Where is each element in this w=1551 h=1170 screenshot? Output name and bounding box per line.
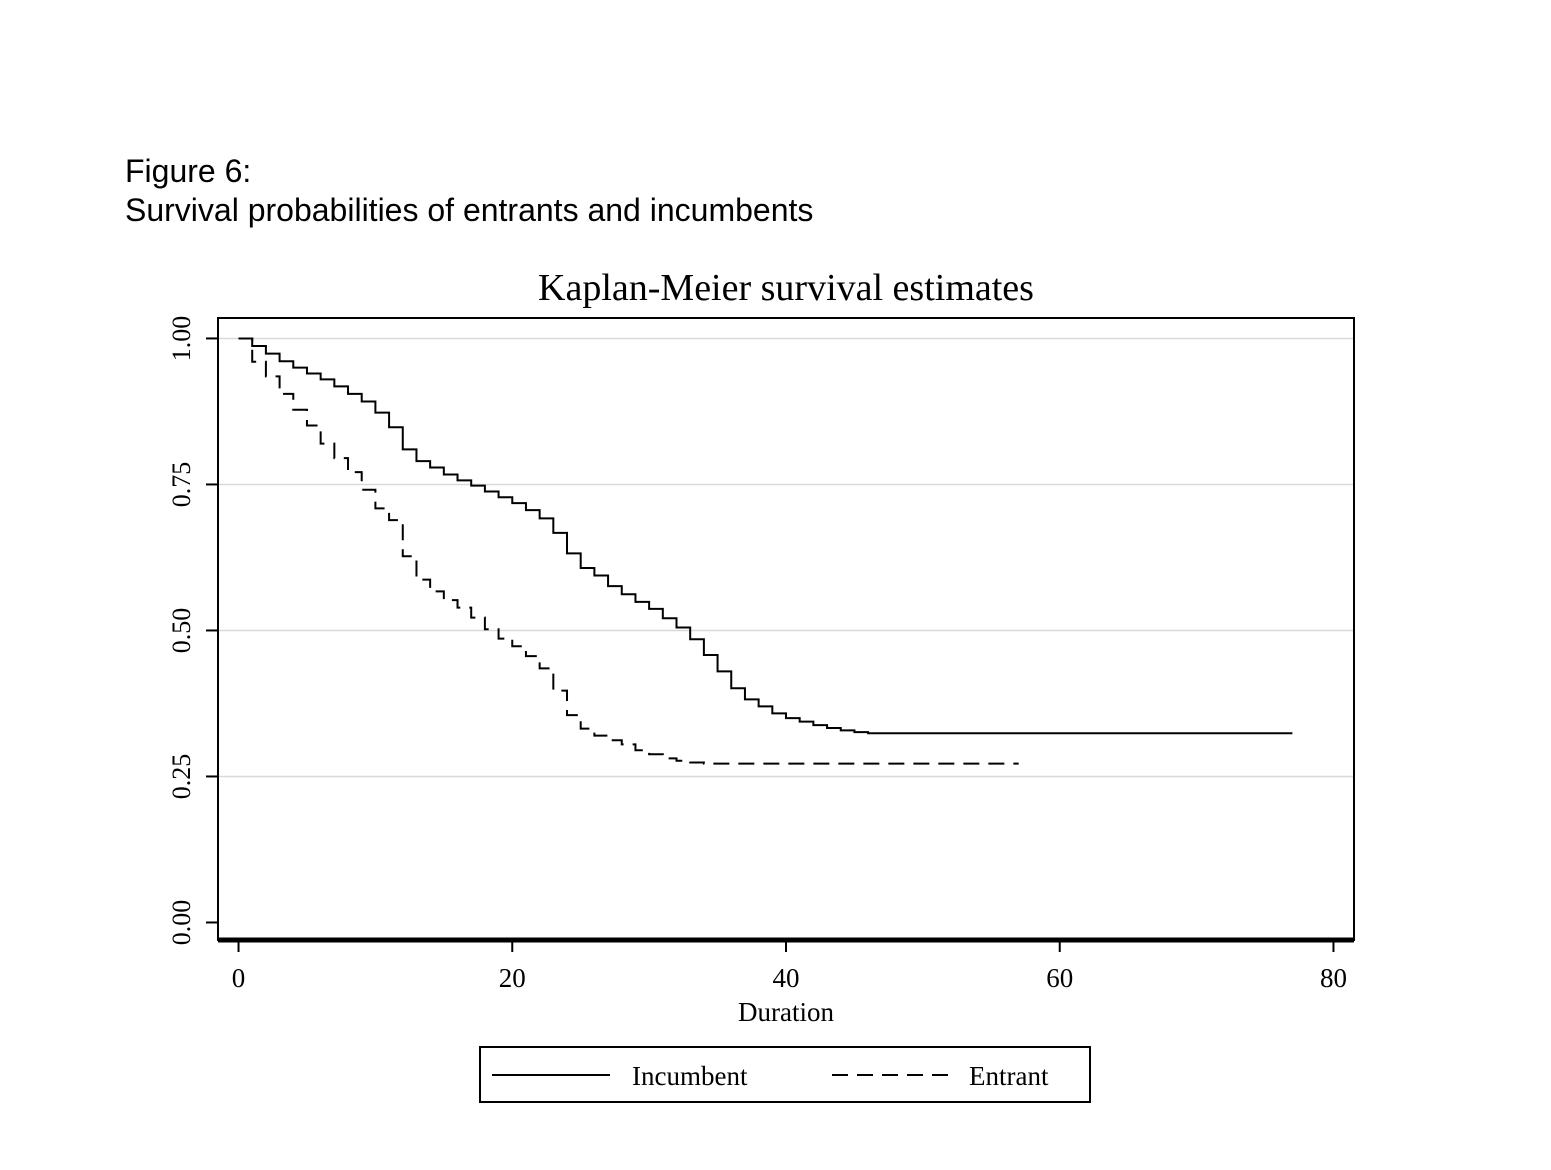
series-line-incumbent: [238, 337, 1293, 735]
x-tick-label: 60: [1046, 963, 1073, 993]
x-tick-label: 20: [499, 963, 526, 993]
figure-caption: Figure 6: Survival probabilities of entr…: [125, 152, 813, 230]
y-tick-label: 0.75: [167, 462, 196, 508]
x-axis-label: Duration: [738, 997, 834, 1027]
chart-title: Kaplan-Meier survival estimates: [538, 267, 1034, 309]
plot-frame: [217, 317, 1355, 941]
x-tick-label: 40: [773, 963, 800, 993]
grid-lines: [218, 337, 1354, 778]
figure-label: Figure 6:: [125, 153, 252, 189]
series-lines: [238, 337, 1293, 765]
series-line-entrant: [238, 337, 1019, 765]
axis-ticks: 0.00 0.25 0.50 0.75 1.00 0 20 40 60 80: [167, 316, 1347, 993]
y-tick-label: 1.00: [167, 316, 196, 362]
x-tick-label: 80: [1320, 963, 1347, 993]
legend-label-entrant: Entrant: [969, 1061, 1049, 1091]
y-tick-label: 0.00: [167, 900, 196, 946]
legend: Incumbent Entrant: [479, 1046, 1091, 1103]
legend-label-incumbent: Incumbent: [632, 1061, 748, 1091]
y-tick-label: 0.25: [167, 754, 196, 800]
y-tick-label: 0.50: [167, 608, 196, 654]
figure-title: Survival probabilities of entrants and i…: [125, 192, 814, 228]
x-tick-label: 0: [232, 963, 246, 993]
